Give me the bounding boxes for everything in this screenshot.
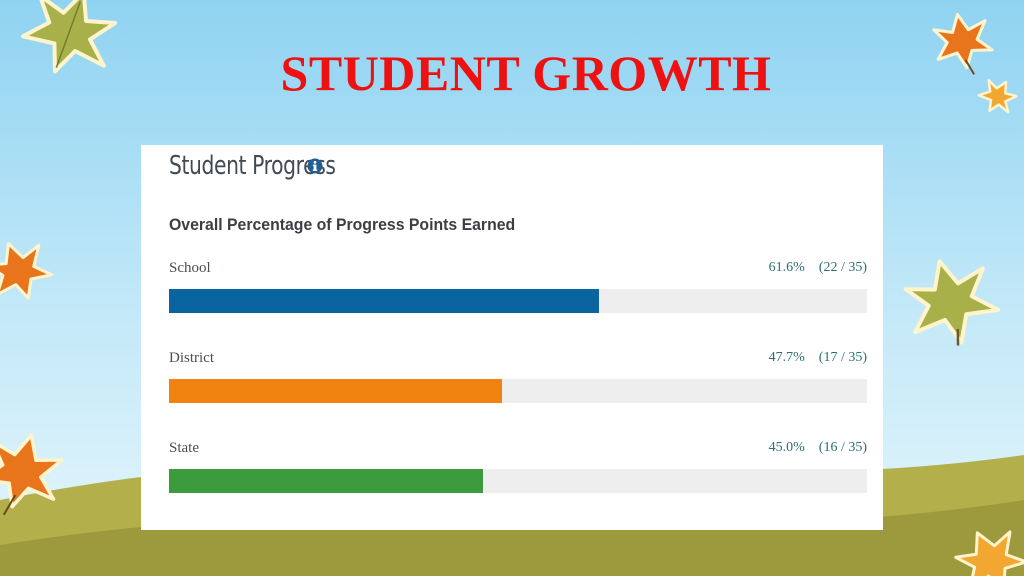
- leaf-top-right-orange: [932, 12, 994, 75]
- count-label: (16 / 35): [818, 440, 867, 455]
- progress-bar-state: [169, 469, 484, 493]
- progress-track: [169, 289, 867, 313]
- chart-subtitle: Overall Percentage of Progress Points Ea…: [169, 215, 516, 234]
- row-label: School: [169, 260, 211, 276]
- progress-bar-school: [169, 289, 599, 313]
- percent-label: 47.7%: [768, 350, 805, 365]
- progress-track: [169, 379, 867, 403]
- row-label: State: [169, 440, 199, 456]
- leaf-top-right-small: [977, 78, 1018, 114]
- percent-label: 45.0%: [768, 440, 805, 455]
- leaf-top-left: [21, 0, 118, 74]
- card-heading: Student Progress: [169, 151, 383, 181]
- progress-track: [169, 469, 867, 493]
- leaf-left-mid: [0, 242, 54, 300]
- progress-bar-district: [169, 379, 502, 403]
- row-value: 45.0% (16 / 35): [769, 440, 867, 456]
- percent-label: 61.6%: [768, 260, 805, 275]
- count-label: (17 / 35): [818, 350, 867, 365]
- leaf-right-mid: [903, 259, 1001, 346]
- slide-title: STUDENT GROWTH: [280, 45, 772, 101]
- count-label: (22 / 35): [818, 260, 867, 275]
- row-label: District: [169, 350, 214, 366]
- student-progress-card: Student Progress Overall Percentage of P…: [141, 145, 883, 530]
- row-value: 61.6% (22 / 35): [769, 260, 867, 276]
- info-icon[interactable]: [307, 158, 323, 174]
- row-value: 47.7% (17 / 35): [769, 350, 867, 366]
- leaf-left-bottom: [0, 433, 64, 516]
- leaf-bottom-right: [954, 530, 1024, 576]
